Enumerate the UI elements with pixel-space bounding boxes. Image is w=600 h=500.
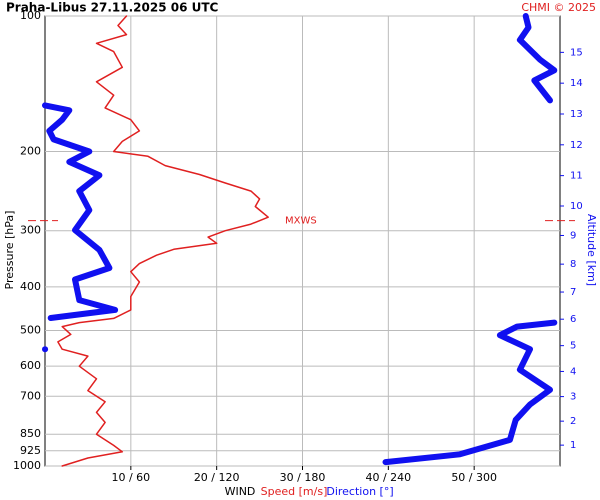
- legend-entry: Speed [m/s]: [261, 485, 328, 498]
- y2-tick-label: 10: [570, 201, 583, 212]
- y2-tick-label: 13: [570, 109, 583, 120]
- y2-tick-label: 3: [570, 392, 576, 403]
- y2-tick-label: 15: [570, 47, 583, 58]
- annotation: MXWS: [285, 216, 317, 227]
- y2-tick-label: 14: [570, 78, 583, 89]
- y2-tick-label: 4: [570, 366, 576, 377]
- x-tick-label: 30 / 180: [280, 471, 326, 484]
- y-axis-label: Pressure [hPa]: [3, 211, 16, 290]
- y2-tick-label: 1: [570, 440, 576, 451]
- y-tick-label: 100: [20, 9, 41, 22]
- credit: CHMI © 2025: [521, 1, 596, 14]
- y-tick-label: 500: [20, 324, 41, 337]
- y2-tick-label: 11: [570, 171, 583, 182]
- y-tick-label: 300: [20, 224, 41, 237]
- x-tick-label: 10 / 60: [111, 471, 150, 484]
- x-tick-label: 20 / 120: [194, 471, 240, 484]
- x-axis-label: WIND: [225, 485, 256, 498]
- x-tick-label: 50 / 300: [451, 471, 497, 484]
- legend-entry: Direction [°]: [326, 485, 393, 498]
- profile-line: [382, 319, 558, 466]
- y-tick-label: 850: [20, 427, 41, 440]
- y2-tick-label: 6: [570, 314, 576, 325]
- y2-tick-label: 9: [570, 230, 576, 241]
- y2-tick-label: 5: [570, 341, 576, 352]
- y-tick-label: 700: [20, 389, 41, 402]
- x-tick-label: 40 / 240: [365, 471, 411, 484]
- y-tick-label: 925: [20, 444, 41, 457]
- profile-line: [516, 13, 558, 104]
- y-tick-label: 200: [20, 144, 41, 157]
- y-tick-label: 1000: [13, 459, 41, 472]
- y2-tick-label: 7: [570, 287, 576, 298]
- y2-tick-label: 2: [570, 416, 576, 427]
- profile-line: [42, 102, 119, 321]
- y2-tick-label: 8: [570, 259, 576, 270]
- y2-tick-label: 12: [570, 140, 583, 151]
- profile-line: [57, 15, 269, 467]
- y-tick-label: 600: [20, 359, 41, 372]
- y2-axis-label: Altitude [km]: [585, 214, 598, 286]
- y-tick-label: 400: [20, 280, 41, 293]
- chart-title: Praha-Libus 27.11.2025 06 UTC: [6, 1, 219, 15]
